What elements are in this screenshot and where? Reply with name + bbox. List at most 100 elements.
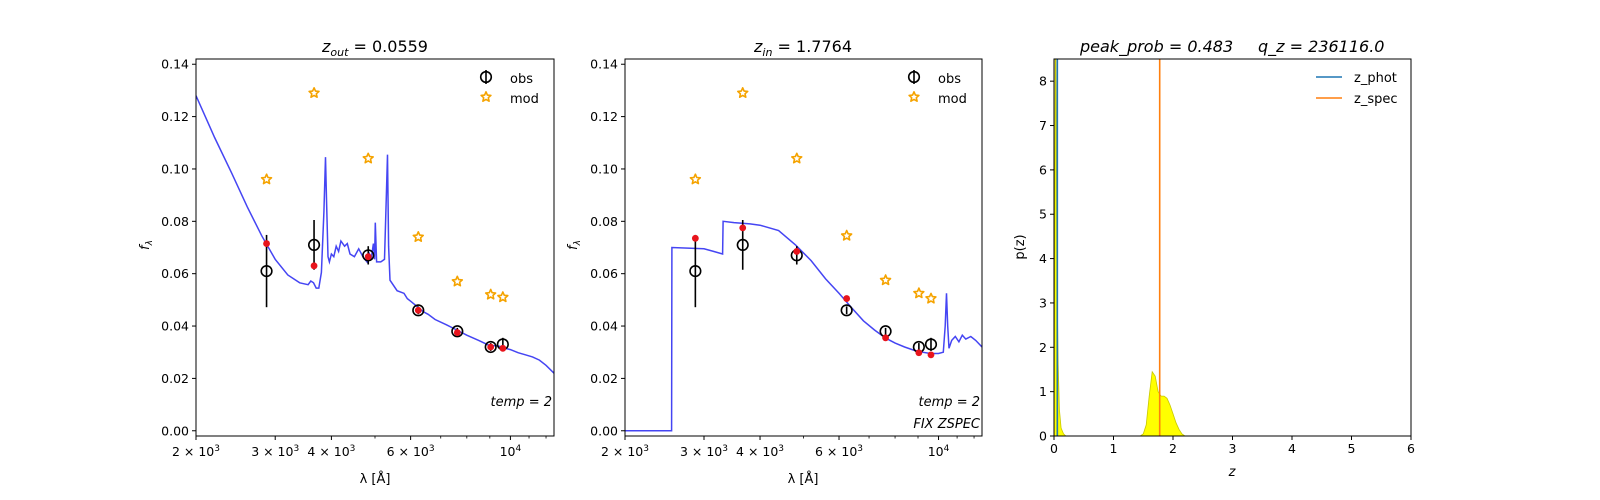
y-axis-label-zin: fλ (566, 240, 583, 250)
mod-star-zout-6 (497, 291, 509, 303)
obs-point-zout-2 (362, 249, 375, 262)
panel-title-zin: zin = 1.7764 (753, 37, 852, 59)
legend-mod-label-zout: mod (510, 92, 539, 107)
model-flux-dot-zin-4 (882, 334, 889, 342)
legend-z-phot-label: z_phot (1354, 71, 1397, 86)
x-tick-label-zin-3: 6 × 103 (815, 444, 863, 459)
x-tick-label-pz-0: 0 (1050, 441, 1058, 456)
y-tick-label-zin-0: 0.00 (590, 423, 618, 438)
mod-star-zout-5 (484, 288, 497, 300)
model-flux-dot-zin-6 (927, 351, 935, 359)
y-tick-label-zout-3: 0.06 (161, 266, 189, 281)
model-flux-dot-zin-0 (691, 234, 699, 242)
legend-mod-label-zin: mod (938, 92, 967, 107)
y-tick-label-zin-4: 0.08 (590, 214, 618, 229)
mod-star-zin-0 (689, 173, 702, 185)
pz-marks: 0 1 2 3 4 5 6 7 8 0 1 2 3 4 5 6 (1039, 58, 1415, 456)
mod-star-zin-2 (790, 152, 803, 164)
mod-star-zout-2 (362, 152, 375, 164)
y-tick-label-zout-0: 0.00 (161, 423, 189, 438)
legend-zin: obs mod (938, 72, 967, 107)
mod-star-zout-0 (260, 173, 273, 185)
x-axis-label-zin: λ [Å] (788, 471, 819, 487)
model-flux-dot-zin-5 (915, 349, 923, 357)
legend-z-spec-label: z_spec (1354, 92, 1398, 107)
mod-star-zin-6 (925, 292, 937, 304)
y-axis-label-pz: p(z) (1013, 234, 1028, 259)
x-tick-label-zout-3: 6 × 103 (387, 444, 435, 459)
x-tick-label-zin-0: 2 × 103 (601, 444, 649, 459)
mod-star-zin-1 (736, 87, 749, 98)
sed-panel-zout: zout = 0.0559 0.000.020.040.060.080.100.… (138, 37, 555, 487)
x-tick-label-pz-3: 3 (1229, 441, 1237, 456)
sed-template-line-zin (625, 220, 982, 432)
y-tick-label-zin-7: 0.14 (590, 57, 618, 72)
model-flux-dot-zout-3 (414, 306, 422, 314)
y-tick-label-pz-8: 8 (1039, 74, 1047, 89)
model-flux-dot-zin-3 (843, 295, 851, 302)
legend-mod-marker-zin (908, 91, 920, 102)
legend-obs-label-zout: obs (510, 72, 533, 87)
obs-point-zout-1 (307, 238, 321, 251)
x-axis-label-zout: λ [Å] (360, 471, 391, 487)
panel-title-zout: zout = 0.0559 (321, 37, 428, 59)
model-flux-dot-zin-2 (793, 248, 801, 255)
y-axis-label-zout: fλ (138, 240, 155, 250)
legend-zout: obs mod (510, 72, 539, 107)
x-tick-label-pz-2: 2 (1169, 441, 1177, 456)
y-tick-label-zin-2: 0.04 (590, 319, 618, 334)
x-tick-label-pz-1: 1 (1110, 441, 1118, 456)
y-tick-label-pz-2: 2 (1039, 340, 1047, 355)
y-tick-label-zout-1: 0.02 (161, 371, 189, 386)
panel-title-qz: q_z = 236116.0 (1258, 37, 1384, 57)
x-tick-label-zout-4: 104 (500, 444, 522, 459)
model-flux-dot-zout-4 (453, 329, 461, 336)
x-tick-label-zout-0: 2 × 103 (172, 444, 220, 459)
sed-marks-zout: 0.00 0.02 0.04 0.06 0.08 0.10 0.12 0.14 2 × 103 3… (161, 57, 555, 459)
x-tick-label-zin-4: 104 (928, 444, 950, 459)
y-tick-label-zin-5: 0.10 (590, 161, 618, 176)
obs-point-zin-1 (736, 238, 749, 251)
model-flux-dot-zin-1 (739, 224, 747, 232)
y-tick-label-pz-3: 3 (1039, 295, 1047, 310)
x-tick-label-zin-2: 4 × 103 (736, 444, 784, 459)
mod-star-zin-4 (879, 274, 892, 286)
legend-mod-marker-zout (480, 91, 492, 102)
annotation-temp-zin: temp = 2 (919, 395, 980, 410)
y-tick-label-zin-1: 0.02 (590, 371, 618, 386)
mod-star-zout-1 (308, 87, 320, 98)
y-tick-label-pz-7: 7 (1039, 118, 1047, 133)
model-flux-dot-zout-1 (310, 262, 318, 270)
obs-point-zout-0 (260, 264, 273, 278)
panel-title-peak-prob: peak_prob = 0.483 (1079, 37, 1233, 57)
y-tick-label-pz-4: 4 (1039, 251, 1047, 266)
y-tick-label-zin-6: 0.12 (590, 109, 618, 124)
model-flux-dot-zout-6 (499, 344, 507, 352)
x-tick-label-pz-6: 6 (1407, 441, 1415, 456)
model-flux-dot-zout-2 (364, 253, 372, 261)
mod-star-zin-5 (913, 287, 925, 299)
y-tick-label-pz-1: 1 (1039, 384, 1047, 399)
y-tick-label-pz-0: 0 (1039, 429, 1047, 444)
obs-point-zin-6 (924, 338, 938, 351)
legend-pz: z_phot z_spec (1316, 71, 1398, 107)
obs-point-zout-5 (484, 340, 497, 354)
y-tick-label-zout-2: 0.04 (161, 319, 189, 334)
y-tick-label-zout-5: 0.10 (161, 161, 189, 176)
mod-star-zout-3 (412, 231, 425, 242)
y-tick-label-zin-3: 0.06 (590, 266, 618, 281)
sed-panel-zin: zin = 1.7764 0.00 0.02 0.04 0.06 0.08 0.10 0.1… (566, 37, 983, 487)
model-flux-dot-zout-5 (487, 343, 495, 351)
y-tick-label-zout-6: 0.12 (161, 109, 189, 124)
mod-star-zout-4 (451, 275, 464, 287)
pz-panel: peak_prob = 0.483 q_z = 236116.0 0 1 2 3 4 5 6… (1013, 37, 1415, 480)
y-tick-label-pz-5: 5 (1039, 207, 1047, 222)
x-tick-label-zout-2: 4 × 103 (307, 444, 355, 459)
obs-point-zout-3 (412, 304, 425, 317)
legend-obs-label-zin: obs (938, 72, 961, 87)
x-tick-label-zout-1: 3 × 103 (251, 444, 299, 459)
obs-point-zin-0 (689, 264, 702, 278)
annotation-temp-zout: temp = 2 (491, 395, 552, 410)
x-tick-label-pz-5: 5 (1348, 441, 1356, 456)
x-tick-label-pz-4: 4 (1288, 441, 1296, 456)
